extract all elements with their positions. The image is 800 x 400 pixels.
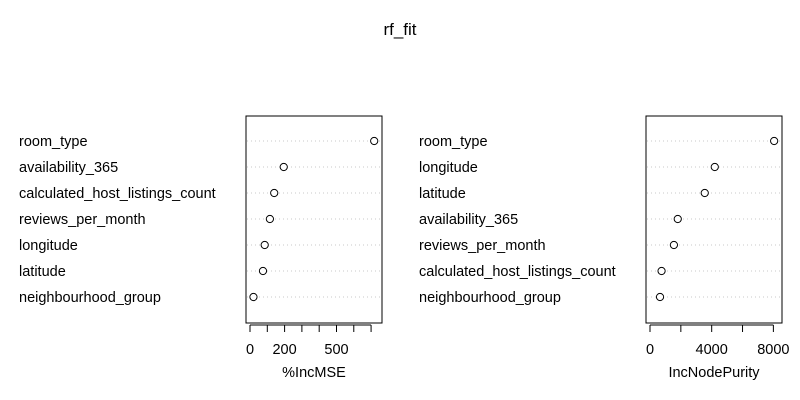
- data-points: [655, 136, 779, 302]
- category-label: longitude: [419, 160, 478, 176]
- data-point: [655, 292, 665, 302]
- x-axis: 0 200 500: [246, 324, 372, 358]
- x-tick-label: 0: [646, 342, 654, 358]
- x-tick-label: 8000: [757, 342, 789, 358]
- x-axis: 0 4000 8000: [646, 324, 790, 358]
- data-point: [770, 136, 779, 146]
- category-label: calculated_host_listings_count: [19, 186, 216, 202]
- data-point: [700, 188, 709, 198]
- data-point: [710, 162, 719, 172]
- category-label: neighbourhood_group: [19, 290, 161, 306]
- category-label: longitude: [19, 238, 78, 254]
- x-tick-label: 0: [246, 342, 254, 358]
- x-axis-label: IncNodePurity: [668, 365, 760, 381]
- category-label: calculated_host_listings_count: [419, 264, 616, 280]
- x-tick-label: 200: [272, 342, 296, 358]
- category-labels: room_type availability_365 calculated_host…: [19, 134, 216, 306]
- category-label: reviews_per_month: [19, 212, 146, 228]
- plot-frame: [645, 115, 783, 324]
- data-point: [673, 214, 682, 224]
- panel-incnodepurity: room_type longitude latitude availability_3…: [419, 115, 790, 381]
- category-label: reviews_per_month: [419, 238, 546, 254]
- data-point: [279, 162, 288, 172]
- data-point: [265, 214, 274, 224]
- category-label: latitude: [19, 264, 66, 280]
- category-labels: room_type longitude latitude availability_3…: [419, 134, 616, 306]
- plot-frame: [245, 115, 383, 324]
- data-point: [249, 292, 258, 302]
- category-label: room_type: [19, 134, 88, 150]
- category-label: availability_365: [419, 212, 518, 228]
- data-point: [270, 188, 279, 198]
- x-tick-label: 500: [324, 342, 348, 358]
- figure-title: rf_fit: [383, 20, 416, 39]
- x-axis-label: %IncMSE: [282, 365, 346, 381]
- category-label: neighbourhood_group: [419, 290, 561, 306]
- category-label: availability_365: [19, 160, 118, 176]
- data-point: [669, 240, 679, 250]
- panel-incmse: room_type availability_365 calculated_host…: [19, 115, 383, 381]
- x-tick-label: 4000: [696, 342, 728, 358]
- data-point: [370, 136, 379, 146]
- category-label: latitude: [419, 186, 466, 202]
- data-point: [258, 266, 268, 276]
- data-points: [249, 136, 379, 302]
- category-label: room_type: [419, 134, 488, 150]
- data-point: [657, 266, 666, 276]
- data-point: [260, 240, 269, 250]
